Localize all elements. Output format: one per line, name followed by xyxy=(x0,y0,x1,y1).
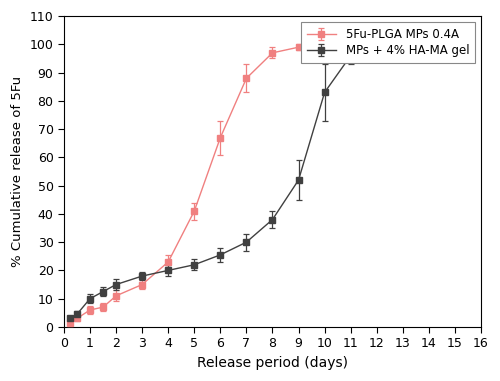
X-axis label: Release period (days): Release period (days) xyxy=(197,356,348,370)
Y-axis label: % Cumulative release of 5Fu: % Cumulative release of 5Fu xyxy=(11,76,24,267)
Legend: 5Fu-PLGA MPs 0.4A, MPs + 4% HA-MA gel: 5Fu-PLGA MPs 0.4A, MPs + 4% HA-MA gel xyxy=(300,22,475,63)
